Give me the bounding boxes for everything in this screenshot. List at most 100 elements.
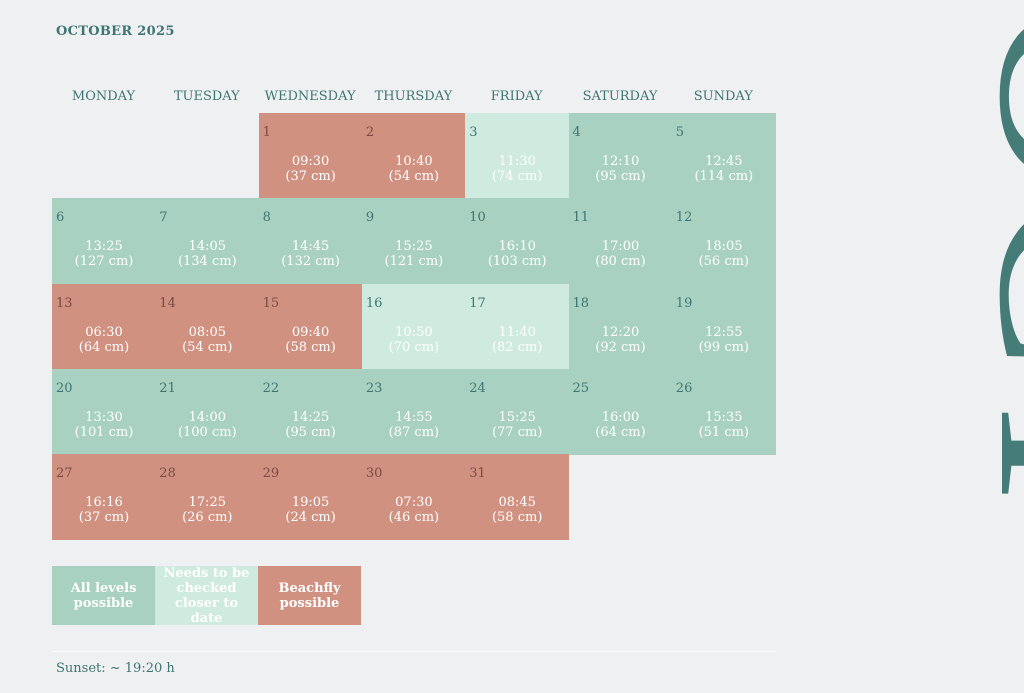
- month-abbreviation-side: OCT: [790, 0, 1024, 540]
- day-number: 4: [572, 125, 581, 140]
- sunset-note: Sunset: ~ 19:20 h: [56, 661, 175, 676]
- month-title: OCTOBER 2025: [56, 24, 175, 39]
- tide-height: (37 cm): [78, 510, 130, 526]
- day-cell-7: 7 14:05 (134 cm): [155, 198, 260, 285]
- tide-time: 13:25: [85, 239, 123, 255]
- weekday-tuesday: TUESDAY: [173, 89, 240, 104]
- tide-time: 12:20: [601, 324, 640, 340]
- day-number: 11: [572, 210, 590, 226]
- tide-time: 12:55: [705, 324, 743, 340]
- tide-height: (95 cm): [285, 424, 336, 440]
- tide-time: 14:05: [188, 239, 227, 255]
- day-number: 3: [469, 125, 478, 140]
- tide-height: (121 cm): [384, 254, 444, 270]
- day-cell-30: 30 07:30 (46 cm): [361, 454, 466, 541]
- day-number: 10: [469, 210, 486, 226]
- tide-time: 13:30: [85, 409, 123, 425]
- day-number: 2: [365, 125, 375, 140]
- tide-time: 12:10: [601, 154, 640, 169]
- legend-beachfly: Beachfly possible: [258, 566, 361, 625]
- day-number: 19: [675, 295, 693, 311]
- weekday-saturday: SATURDAY: [582, 89, 658, 104]
- tide-height: (127 cm): [74, 254, 134, 270]
- tide-height: (82 cm): [491, 339, 543, 355]
- tide-height: (24 cm): [285, 510, 336, 526]
- tide-height: (114 cm): [694, 169, 754, 184]
- tide-height: (77 cm): [491, 424, 543, 440]
- tide-height: (99 cm): [698, 339, 750, 355]
- day-number: 12: [675, 210, 693, 226]
- day-number: 25: [572, 380, 590, 396]
- day-cell-20: 20 13:30 (101 cm): [52, 368, 156, 455]
- day-cell-1: 1 09:30 (37 cm): [258, 113, 363, 199]
- day-number: 6: [56, 210, 65, 226]
- tide-time: 15:25: [498, 409, 536, 425]
- day-cell-8: 8 14:45 (132 cm): [258, 198, 363, 285]
- day-cell-25: 25 16:00 (64 cm): [568, 368, 673, 455]
- day-cell-13: 13 06:30 (64 cm): [52, 283, 156, 370]
- tide-time: 19:05: [291, 495, 330, 511]
- day-number: 27: [56, 466, 73, 482]
- tide-time: 07:30: [395, 495, 433, 511]
- day-cell-4: 4 12:10 (95 cm): [568, 113, 673, 199]
- tide-height: (101 cm): [74, 424, 134, 440]
- day-cell-28: 28 17:25 (26 cm): [155, 454, 260, 541]
- day-number: 21: [159, 380, 176, 396]
- tide-height: (46 cm): [388, 510, 440, 526]
- day-number: 13: [56, 295, 73, 311]
- day-number: 26: [675, 380, 693, 396]
- day-cell-27: 27 16:16 (37 cm): [52, 454, 156, 541]
- day-number: 22: [262, 380, 280, 396]
- day-cell-2: 2 10:40 (54 cm): [361, 113, 466, 199]
- tide-time: 14:45: [291, 239, 330, 255]
- tide-time: 15:25: [395, 239, 433, 255]
- tide-time: 08:45: [498, 495, 536, 511]
- footer-divider: [52, 651, 776, 652]
- tide-time: 17:00: [601, 239, 640, 255]
- day-number: 23: [365, 380, 383, 396]
- tide-height: (100 cm): [177, 424, 237, 440]
- tide-height: (56 cm): [698, 254, 750, 270]
- day-cell-10: 10 16:10 (103 cm): [465, 198, 570, 285]
- day-cell-15: 15 09:40 (58 cm): [258, 283, 363, 370]
- day-cell-29: 29 19:05 (24 cm): [258, 454, 363, 541]
- tide-height: (58 cm): [285, 339, 336, 355]
- tide-time: 14:00: [188, 409, 227, 425]
- day-number: 15: [262, 295, 280, 311]
- day-cell-24: 24 15:25 (77 cm): [465, 368, 570, 455]
- tide-height: (26 cm): [182, 510, 233, 526]
- tide-time: 14:25: [291, 409, 330, 425]
- day-number: 8: [262, 210, 271, 226]
- tide-time: 06:30: [85, 324, 123, 340]
- day-number: 17: [469, 295, 486, 311]
- tide-height: (134 cm): [177, 254, 237, 270]
- tide-time: 16:00: [601, 409, 640, 425]
- day-cell-12: 12 18:05 (56 cm): [671, 198, 776, 285]
- day-number: 14: [159, 295, 176, 311]
- tide-height: (54 cm): [388, 169, 440, 184]
- tide-time: 16:10: [498, 239, 536, 255]
- day-cell-9: 9 15:25 (121 cm): [361, 198, 466, 285]
- day-number: 1: [262, 125, 271, 140]
- weekday-monday: MONDAY: [71, 89, 136, 104]
- weekday-thursday: THURSDAY: [374, 89, 453, 104]
- day-cell-26: 26 15:35 (51 cm): [671, 368, 776, 455]
- tide-height: (87 cm): [388, 424, 440, 440]
- day-cell-5: 5 12:45 (114 cm): [671, 113, 776, 199]
- legend-all-levels: All levels possible: [52, 566, 155, 625]
- day-cell-17: 17 11:40 (82 cm): [465, 283, 570, 370]
- day-cell-16: 16 10:50 (70 cm): [361, 283, 466, 370]
- month-abbreviation-text: OCT: [950, 0, 1024, 535]
- tide-height: (51 cm): [698, 424, 750, 440]
- tide-height: (103 cm): [487, 254, 547, 270]
- tide-height: (64 cm): [595, 424, 646, 440]
- day-cell-14: 14 08:05 (54 cm): [155, 283, 260, 370]
- tide-height: (95 cm): [595, 169, 646, 184]
- day-number: 7: [159, 210, 168, 226]
- tide-height: (37 cm): [285, 169, 336, 184]
- day-cell-11: 11 17:00 (80 cm): [568, 198, 673, 285]
- day-cell-3: 3 11:30 (74 cm): [465, 113, 570, 199]
- tide-height: (74 cm): [491, 169, 543, 184]
- tide-time: 09:40: [291, 324, 330, 340]
- day-cell-21: 21 14:00 (100 cm): [155, 368, 260, 455]
